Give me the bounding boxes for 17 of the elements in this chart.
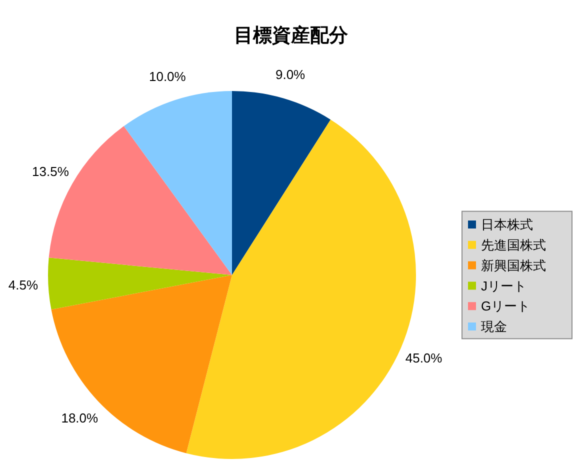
legend-label: 先進国株式 [481, 237, 546, 252]
legend-label: 日本株式 [481, 217, 533, 232]
legend-label: Gリート [481, 298, 530, 314]
pie-slice [51, 275, 232, 454]
chart-title: 目標資産配分 [234, 24, 349, 47]
data-label: 45.0% [405, 350, 443, 366]
pie-slice [232, 91, 331, 275]
legend-label: 新興国株式 [481, 258, 546, 273]
pie-slice [48, 258, 232, 310]
data-label: 18.0% [61, 410, 99, 426]
legend-label: 現金 [481, 319, 507, 334]
data-label: 9.0% [275, 66, 306, 82]
data-label: 4.5% [8, 277, 38, 292]
pie-slice [124, 91, 232, 275]
data-label: 10.0% [148, 68, 186, 84]
data-label: 13.5% [32, 164, 70, 179]
legend-label: Jリート [481, 278, 526, 294]
